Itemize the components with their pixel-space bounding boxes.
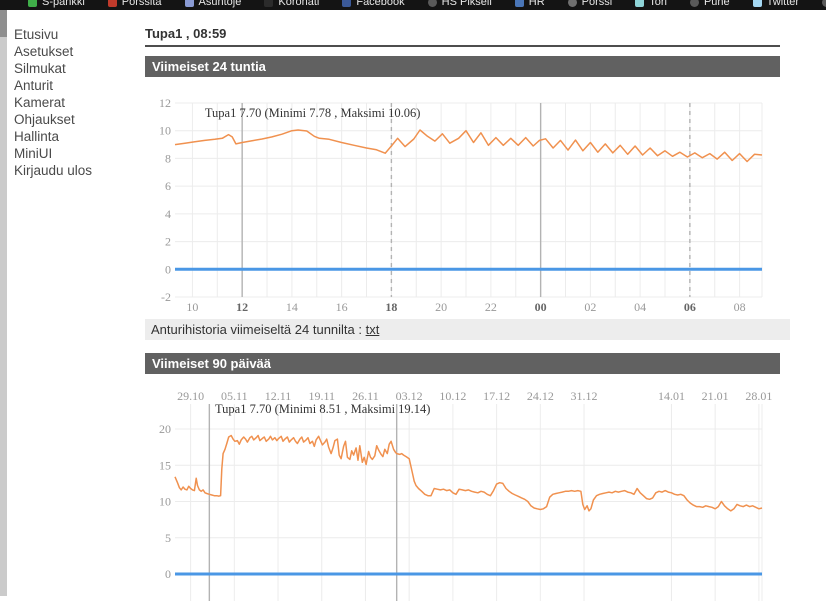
sidebar-item[interactable]: Kirjaudu ulos: [14, 163, 93, 178]
svg-text:28.01: 28.01: [745, 389, 772, 403]
svg-text:08: 08: [734, 300, 746, 314]
sensor-history-txt-link[interactable]: txt: [365, 322, 380, 337]
svg-text:14.01: 14.01: [658, 389, 685, 403]
svg-text:12: 12: [236, 300, 248, 314]
svg-text:06: 06: [684, 300, 696, 314]
bookmark-label: Facebook: [356, 0, 405, 8]
bookmark-label: Pörssitä: [121, 0, 162, 8]
svg-text:0: 0: [165, 262, 171, 276]
bookmark-label: S-pankki: [42, 0, 85, 8]
svg-text:16: 16: [336, 300, 348, 314]
main-content: Tupa1 , 08:59 Viimeiset 24 tuntia -2 0 2 4 6…: [145, 10, 805, 601]
svg-text:10.12: 10.12: [439, 389, 466, 403]
svg-text:29.10: 29.10: [177, 389, 204, 403]
bookmark-item[interactable]: Tori: [635, 0, 667, 8]
bookmark-item[interactable]: Twitter: [752, 0, 800, 8]
svg-text:2: 2: [165, 235, 171, 249]
svg-text:10: 10: [186, 300, 198, 314]
sidebar-item[interactable]: Asetukset: [14, 44, 74, 59]
page-title: Tupa1 , 08:59: [145, 26, 227, 41]
svg-text:0: 0: [165, 567, 171, 581]
chart-last-90d: 0 5 10 15 20 29.10 05.11 12.11 19.11 26.11 03.12 10…: [159, 389, 772, 601]
sidebar-item[interactable]: Anturit: [14, 78, 54, 93]
svg-text:5: 5: [165, 531, 171, 545]
bookmarks-bar: S-pankki Pörssitä Asuntoje Koronati Face…: [0, 0, 826, 10]
svg-text:18: 18: [385, 300, 397, 314]
svg-text:20: 20: [159, 422, 171, 436]
bookmark-label: Koronati: [278, 0, 320, 8]
bookmark-label: HS Pikseli: [441, 0, 492, 8]
bookmark-favicon-icon: [28, 0, 37, 7]
bookmark-item[interactable]: Asuntoje: [184, 0, 242, 8]
bookmark-item[interactable]: HS Pinn: [822, 0, 826, 8]
bookmark-favicon-icon: [514, 0, 524, 7]
bookmark-favicon-icon: [107, 0, 117, 7]
svg-text:21.01: 21.01: [702, 389, 729, 403]
bookmark-favicon-icon: [342, 0, 352, 7]
svg-text:05.11: 05.11: [221, 389, 248, 403]
section-header-last-24h: Viimeiset 24 tuntia: [145, 56, 780, 77]
bookmark-favicon-icon: [822, 0, 826, 7]
bookmark-item[interactable]: Puhe: [689, 0, 730, 8]
svg-text:10: 10: [159, 495, 171, 509]
left-scrollbar-track[interactable]: [0, 10, 7, 596]
sidebar-item[interactable]: Hallinta: [14, 129, 60, 144]
bookmark-item[interactable]: Pörssi: [567, 0, 613, 8]
svg-text:Tupa1 7.70 (Minimi 7.78 , Maks: Tupa1 7.70 (Minimi 7.78 , Maksimi 10.06): [205, 106, 421, 120]
svg-text:4: 4: [165, 207, 171, 221]
sidebar-nav: Etusivu Asetukset Silmukat Anturit Kamer…: [14, 26, 92, 179]
svg-text:Tupa1 7.70 (Minimi 8.51 , Maks: Tupa1 7.70 (Minimi 8.51 , Maksimi 19.14): [215, 402, 431, 416]
bookmark-favicon-icon: [264, 0, 274, 7]
svg-text:24.12: 24.12: [527, 389, 554, 403]
bookmark-favicon-icon: [427, 0, 437, 7]
bookmark-favicon-icon: [689, 0, 699, 7]
bookmark-label: Tori: [649, 0, 667, 8]
bookmark-item[interactable]: HS Pikseli: [427, 0, 492, 8]
sidebar-item[interactable]: Kamerat: [14, 95, 66, 110]
sensor-history-text: Anturihistoria viimeiseltä 24 tunnilta :: [151, 322, 366, 337]
svg-text:20: 20: [435, 300, 447, 314]
sidebar-item[interactable]: Ohjaukset: [14, 112, 75, 127]
svg-text:8: 8: [165, 151, 171, 165]
sidebar-item[interactable]: MiniUI: [14, 146, 53, 161]
svg-text:04: 04: [634, 300, 646, 314]
bookmarks-row: S-pankki Pörssitä Asuntoje Koronati Face…: [0, 0, 826, 10]
svg-text:15: 15: [159, 458, 171, 472]
bookmark-label: Puhe: [703, 0, 730, 8]
svg-text:-2: -2: [161, 290, 171, 304]
sidebar-item[interactable]: Etusivu: [14, 27, 59, 42]
title-rule: [145, 45, 780, 47]
bookmark-favicon-icon: [635, 0, 645, 7]
svg-text:17.12: 17.12: [483, 389, 510, 403]
bookmark-favicon-icon: [752, 0, 762, 7]
svg-text:26.11: 26.11: [352, 389, 379, 403]
sidebar-item[interactable]: Silmukat: [14, 61, 66, 76]
bookmark-label: HR: [528, 0, 545, 8]
bookmark-favicon-icon: [567, 0, 577, 7]
left-scrollbar-thumb[interactable]: [0, 10, 7, 37]
bookmark-item[interactable]: HR: [514, 0, 545, 8]
svg-text:02: 02: [584, 300, 596, 314]
svg-text:22: 22: [485, 300, 497, 314]
svg-text:10: 10: [159, 124, 171, 138]
bookmark-label: Pörssi: [581, 0, 613, 8]
svg-text:12: 12: [159, 96, 171, 110]
sensor-history-bar: Anturihistoria viimeiseltä 24 tunnilta :…: [145, 319, 790, 340]
bookmark-item[interactable]: Koronati: [264, 0, 319, 8]
svg-text:00: 00: [535, 300, 547, 314]
bookmark-label: Asuntoje: [198, 0, 242, 8]
svg-text:12.11: 12.11: [265, 389, 292, 403]
bookmark-item[interactable]: Facebook: [342, 0, 405, 8]
svg-text:19.11: 19.11: [308, 389, 335, 403]
section-header-last-90d: Viimeiset 90 päivää: [145, 353, 780, 374]
svg-text:6: 6: [165, 179, 171, 193]
bookmark-label: Twitter: [766, 0, 800, 8]
svg-text:14: 14: [286, 300, 298, 314]
svg-text:03.12: 03.12: [396, 389, 423, 403]
bookmark-item[interactable]: Pörssitä: [107, 0, 162, 8]
svg-text:31.12: 31.12: [571, 389, 598, 403]
bookmark-item[interactable]: S-pankki: [28, 0, 85, 8]
bookmark-favicon-icon: [184, 0, 194, 7]
